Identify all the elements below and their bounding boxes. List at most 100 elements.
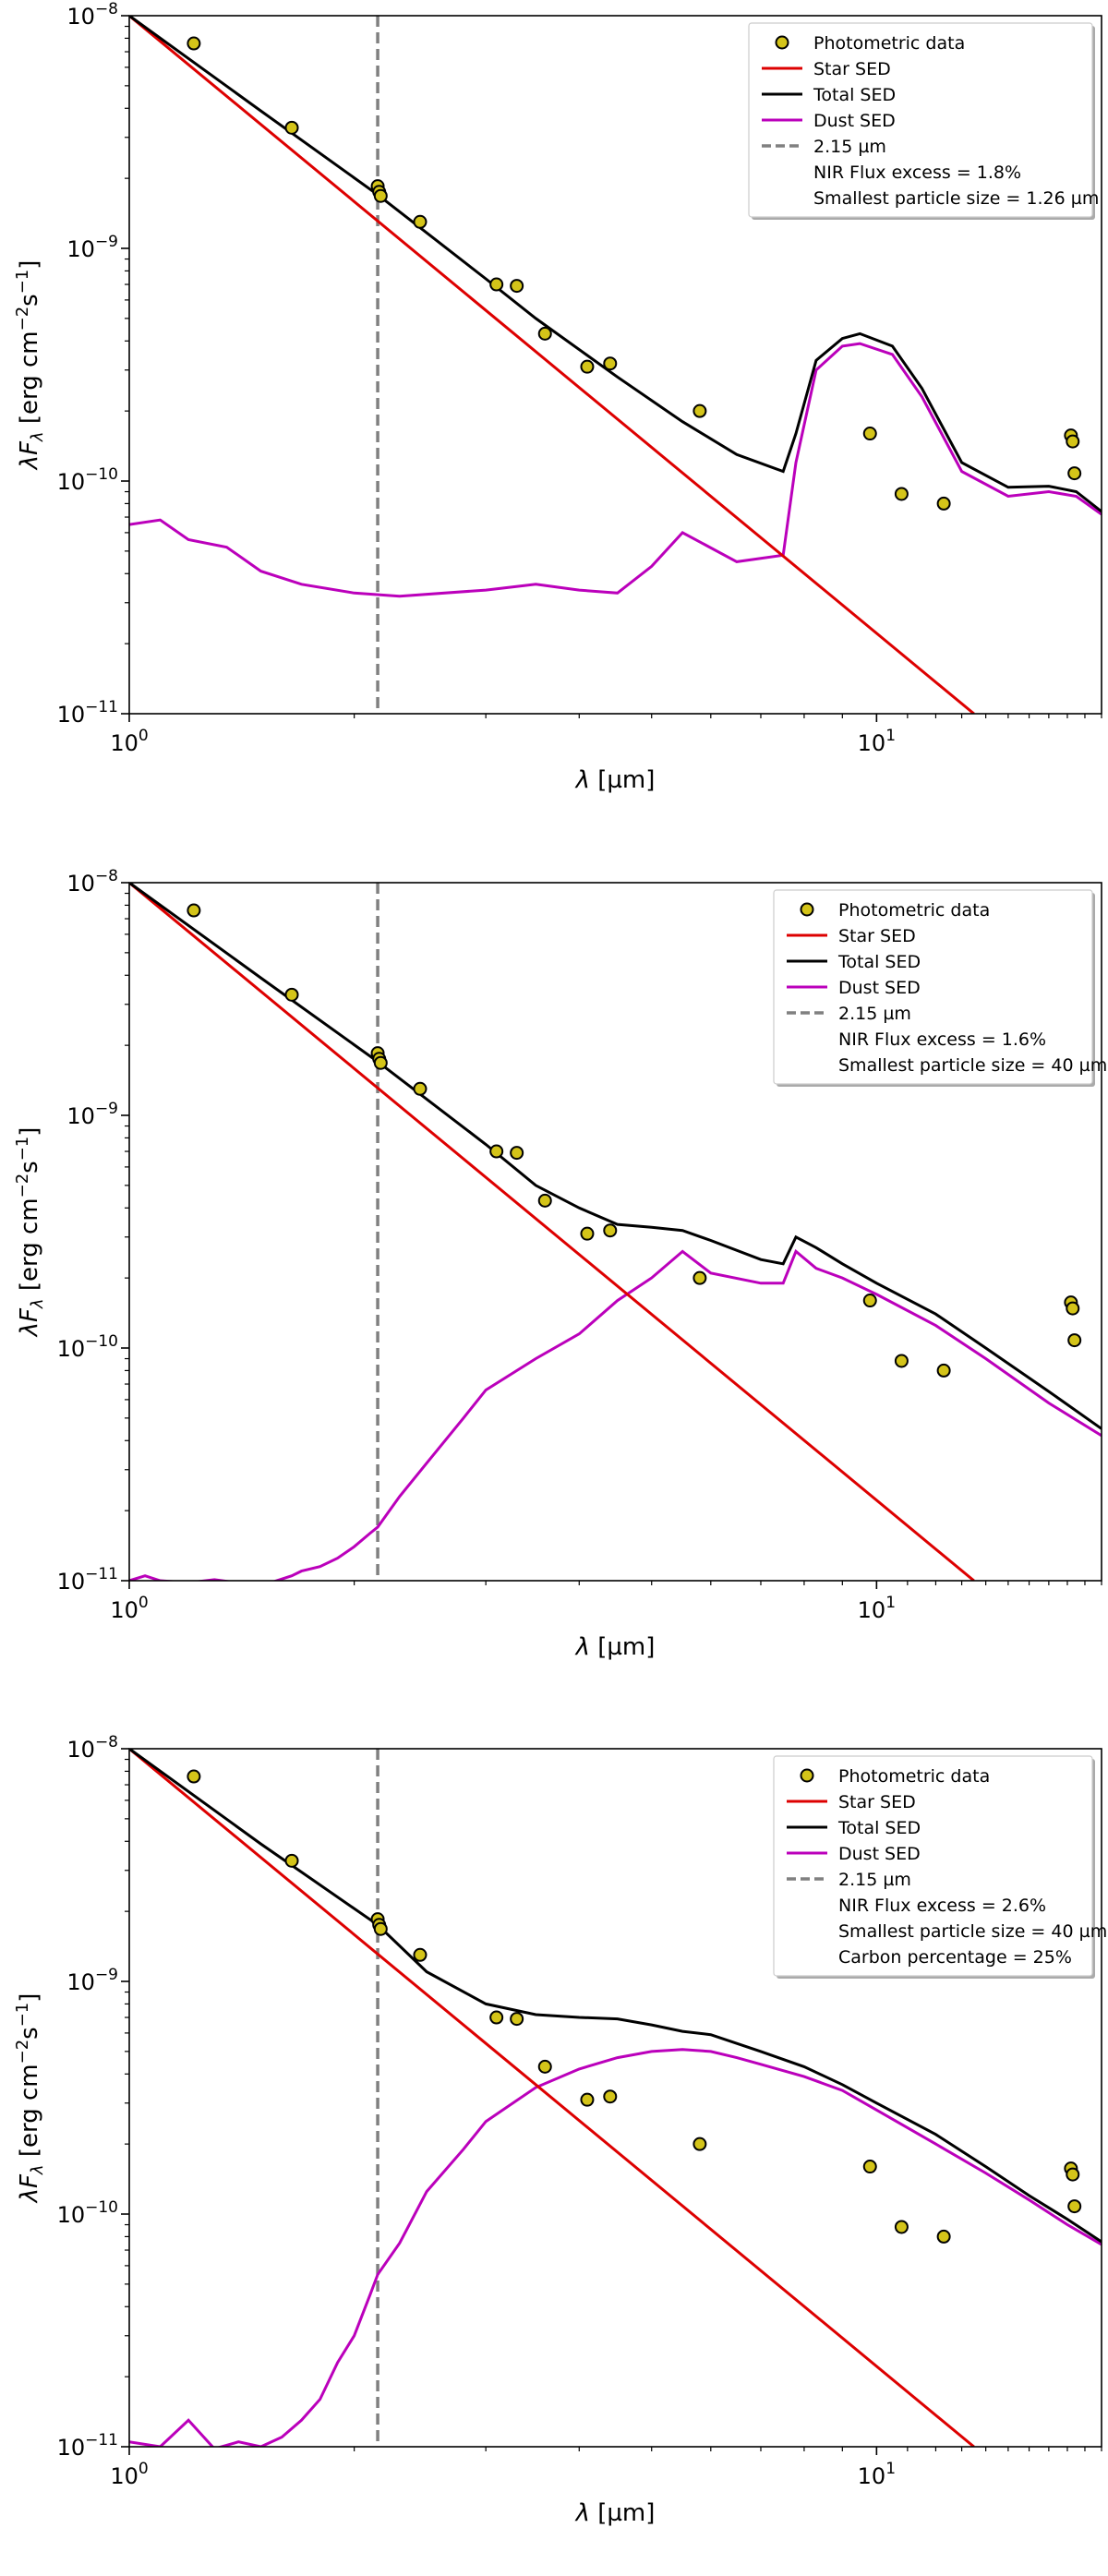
photometric-point [187, 903, 201, 918]
legend-label: Total SED [813, 85, 896, 105]
photometric-point [489, 2010, 504, 2025]
photometric-point [580, 1226, 595, 1241]
legend-label: 2.15 µm [838, 1004, 911, 1024]
photometric-point [489, 1144, 504, 1159]
sed-chart-2: 100 101 10−11 10−10 10−9 10−8 λ [µm] λFλ [erg c… [13, 867, 1107, 1661]
legend-box [748, 22, 1093, 218]
photometric-point [537, 1193, 552, 1208]
legend-box [773, 1755, 1093, 1977]
y-axis-label: λFλ [erg cm−2s−1] [13, 260, 47, 472]
y-axis-label: λFλ [erg cm−2s−1] [13, 1127, 47, 1339]
legend-marker-photometric [775, 35, 789, 50]
photometric-point [894, 2220, 909, 2234]
legend-label: Dust SED [813, 111, 896, 131]
photometric-point [373, 1921, 388, 1936]
photometric-point [894, 1354, 909, 1368]
photometric-point [537, 326, 552, 341]
legend: Photometric data Star SED Total SED Dust SE… [773, 889, 1107, 1087]
x-tick-label: 100 [110, 2460, 148, 2489]
legend-label: Photometric data [838, 900, 990, 921]
plot-area [129, 883, 1102, 1581]
y-tick-label: 10−10 [57, 465, 118, 495]
y-tick-label: 10−8 [66, 867, 118, 897]
y-tick-label: 10−11 [57, 1565, 118, 1595]
photometric-point [936, 2229, 951, 2244]
photometric-point [413, 214, 428, 229]
photometric-point [489, 277, 504, 292]
legend-label: Photometric data [838, 1766, 990, 1787]
total-sed-line [129, 1749, 1102, 2244]
legend: Photometric data Star SED Total SED Dust SE… [773, 1755, 1107, 1979]
star-sed-line [129, 883, 975, 1581]
photometric-point [187, 36, 201, 51]
legend-label: Total SED [837, 952, 921, 972]
photometric-point [537, 2059, 552, 2074]
photometric-point [1067, 1333, 1082, 1348]
x-tick-label: 101 [858, 1594, 896, 1623]
y-tick-label: 10−9 [66, 233, 118, 262]
dust-sed-line [129, 2048, 1102, 2447]
x-axis-label: λ [µm] [574, 2499, 656, 2527]
photometric-point [413, 1947, 428, 1962]
photometric-point [692, 1270, 707, 1285]
legend-label: Carbon percentage = 25% [838, 1947, 1072, 1968]
photometric-point [862, 2160, 877, 2174]
chart-panel-3: 100 101 10−11 10−10 10−9 10−8 λ [µm] λFλ [erg c… [0, 1733, 1108, 2576]
photometric-point [1066, 2167, 1080, 2182]
plot-frame [128, 882, 1102, 1582]
star-sed-line [129, 16, 975, 714]
legend-label: NIR Flux excess = 1.8% [813, 163, 1021, 183]
legend-label: Star SED [813, 59, 891, 79]
photometric-point [284, 1853, 299, 1868]
legend-box [773, 889, 1093, 1085]
photometric-point [1067, 466, 1082, 481]
legend-label: Smallest particle size = 40 µm [838, 1055, 1107, 1076]
photometric-point [373, 1055, 388, 1070]
legend: Photometric data Star SED Total SED Dust SE… [748, 22, 1099, 220]
photometric-point [580, 2092, 595, 2107]
legend-label: Star SED [838, 926, 916, 946]
y-tick-label: 10−9 [66, 1100, 118, 1129]
legend-marker-photometric [800, 1768, 814, 1783]
photometric-point [187, 1769, 201, 1784]
y-axis-label: λFλ [erg cm−2s−1] [13, 1993, 47, 2205]
sed-chart-3: 100 101 10−11 10−10 10−9 10−8 λ [µm] λFλ [erg c… [13, 1733, 1107, 2527]
x-tick-label: 101 [858, 2460, 896, 2489]
legend-label: NIR Flux excess = 2.6% [838, 1896, 1046, 1916]
photometric-point [510, 1146, 524, 1161]
dust-sed-line [129, 1248, 1102, 1581]
plot-frame [128, 1748, 1102, 2448]
legend-label: Dust SED [838, 978, 921, 998]
y-tick-label: 10−11 [57, 2431, 118, 2461]
photometric-point [692, 2137, 707, 2151]
y-tick-label: 10−8 [66, 0, 118, 30]
photometric-point [413, 1081, 428, 1096]
legend-label: 2.15 µm [838, 1870, 911, 1890]
photometric-point [284, 120, 299, 135]
photometric-point [580, 359, 595, 374]
photometric-point [284, 987, 299, 1002]
photometric-point [1066, 434, 1080, 449]
legend-label: Star SED [838, 1792, 916, 1812]
x-tick-label: 101 [858, 727, 896, 756]
legend-marker-photometric [800, 902, 814, 917]
y-tick-label: 10−8 [66, 1733, 118, 1763]
x-tick-label: 100 [110, 1594, 148, 1623]
photometric-point [692, 403, 707, 418]
plot-area [129, 16, 1102, 714]
legend-label: Smallest particle size = 40 µm [838, 1921, 1107, 1942]
photometric-point [603, 2089, 618, 2104]
y-tick-label: 10−9 [66, 1966, 118, 1995]
legend-label: Photometric data [813, 33, 965, 54]
legend-label: Smallest particle size = 1.26 µm [813, 188, 1099, 209]
chart-panel-1: 100 101 10−11 10−10 10−9 10−8 λ [µm] λFλ [erg c… [0, 0, 1108, 843]
photometric-point [603, 1223, 618, 1238]
x-axis-label: λ [µm] [574, 1633, 656, 1661]
x-tick-label: 100 [110, 727, 148, 756]
legend-label: 2.15 µm [813, 137, 886, 157]
photometric-point [510, 279, 524, 294]
legend-label: Total SED [837, 1818, 921, 1838]
photometric-point [894, 487, 909, 501]
plot-frame [128, 15, 1102, 715]
photometric-point [603, 356, 618, 371]
